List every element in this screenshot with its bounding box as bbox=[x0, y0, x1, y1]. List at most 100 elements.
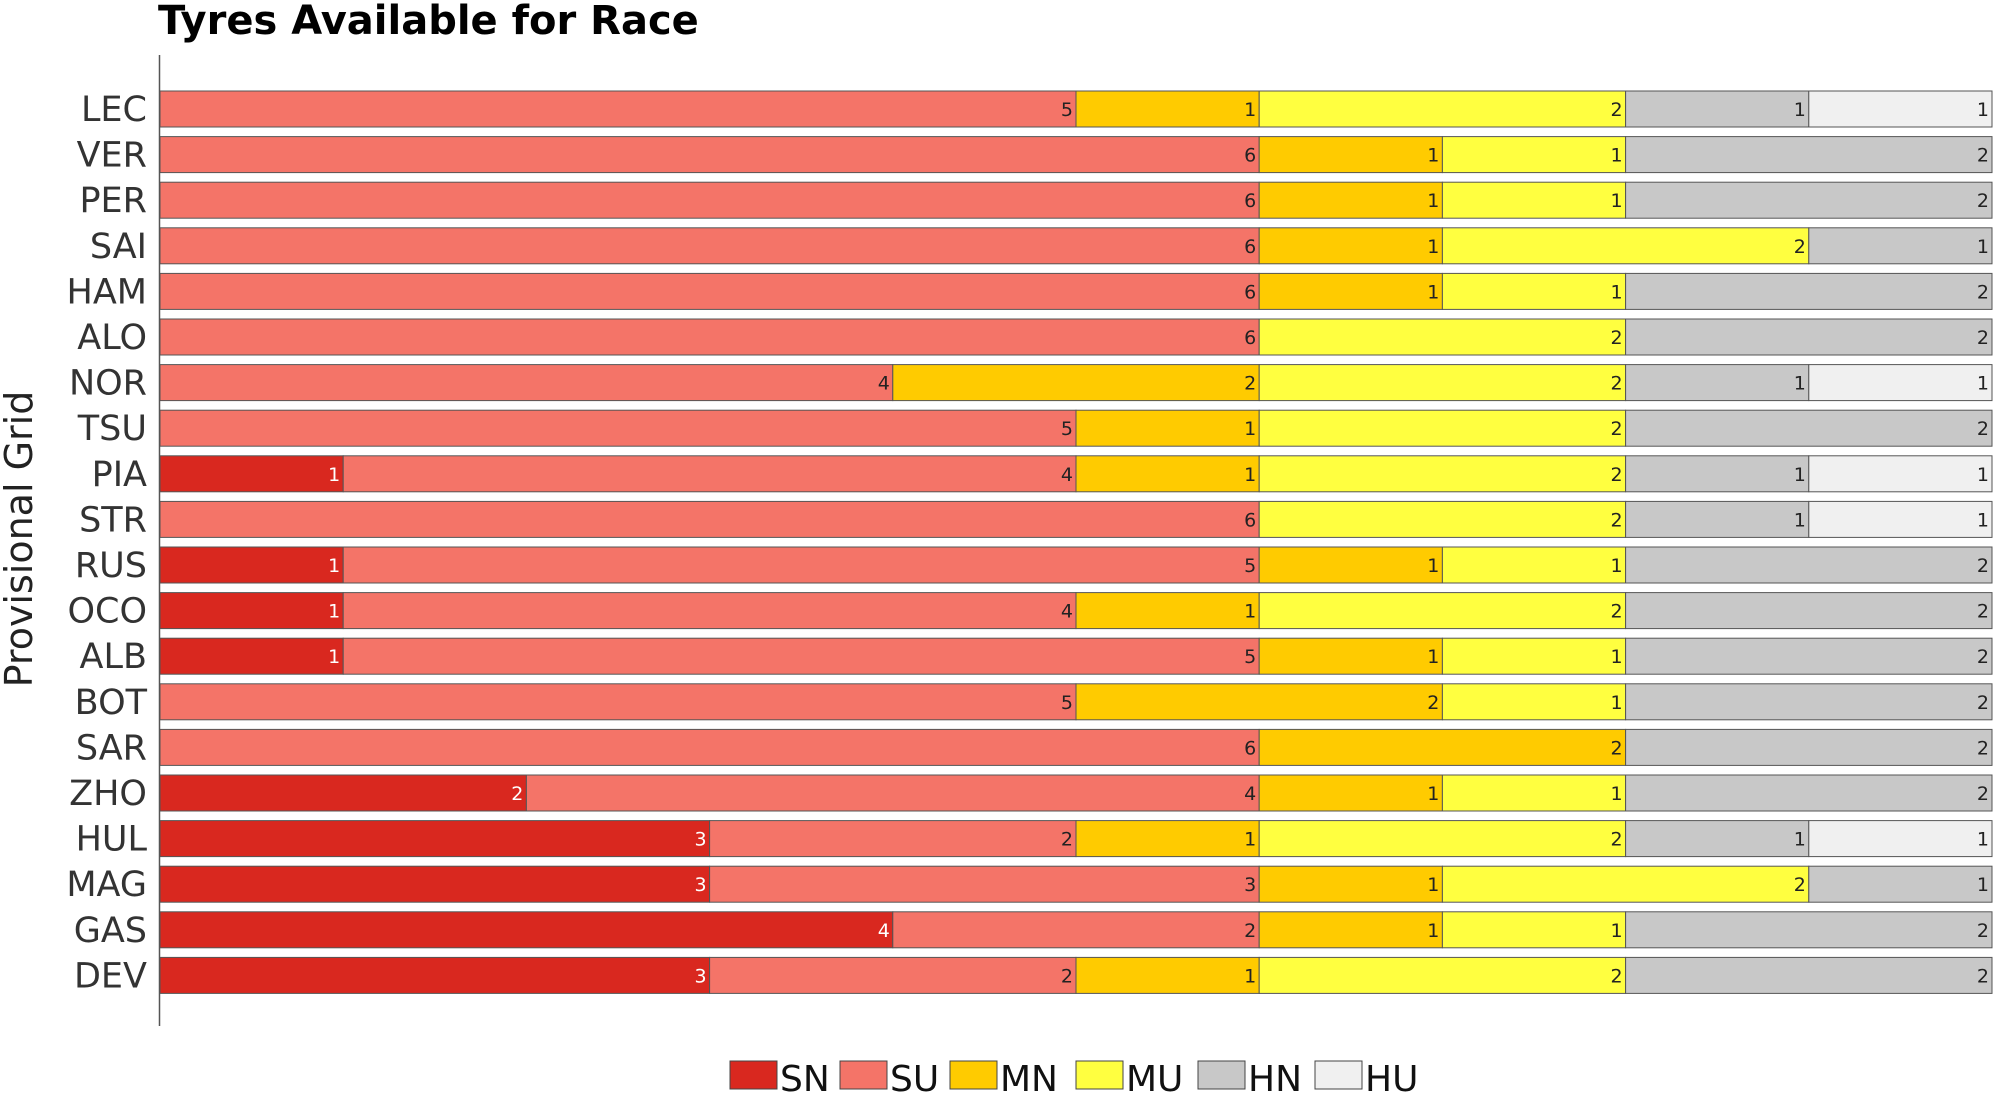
legend-label-hu: HU bbox=[1365, 1059, 1418, 1093]
bar-segment-mn bbox=[1258, 911, 1443, 949]
bar-segment-su bbox=[342, 592, 1077, 630]
legend-swatch-mn bbox=[949, 1060, 998, 1090]
bar-value-label: 1 bbox=[1611, 145, 1623, 167]
bar-segment-mu bbox=[1441, 774, 1627, 812]
y-axis-label: Provisional Grid bbox=[0, 391, 41, 688]
bar-value-label: 2 bbox=[1977, 783, 1989, 805]
bar-segment-sn bbox=[159, 911, 894, 949]
bar-value-label: 2 bbox=[1977, 965, 1989, 987]
bar-segment-su bbox=[159, 683, 1077, 721]
bar-value-label: 1 bbox=[1794, 829, 1806, 851]
bar-segment-su bbox=[342, 637, 1260, 675]
bar-segment-mn bbox=[1258, 728, 1627, 766]
bar-segment-sn bbox=[159, 865, 711, 903]
legend: SN SU MN MU HN HU bbox=[729, 1059, 1418, 1093]
bar-segment-hn bbox=[1625, 774, 1993, 812]
bar-value-label: 4 bbox=[1244, 783, 1256, 805]
bar-value-label: 2 bbox=[1977, 920, 1989, 942]
bar-value-label: 1 bbox=[1611, 920, 1623, 942]
bar-value-label: 2 bbox=[1794, 236, 1806, 258]
bar-value-label: 2 bbox=[1611, 737, 1623, 759]
bar-segment-sn bbox=[159, 820, 711, 858]
bar-value-label: 2 bbox=[1977, 737, 1989, 759]
bar-value-label: 1 bbox=[1427, 783, 1439, 805]
bar-value-label: 2 bbox=[1611, 99, 1623, 121]
y-tick-label: VER bbox=[77, 136, 147, 176]
bar-value-label: 5 bbox=[1061, 418, 1073, 440]
y-tick-label: SAI bbox=[90, 227, 147, 267]
bar-value-label: 2 bbox=[1611, 418, 1623, 440]
bar-segment-mn bbox=[1258, 546, 1443, 584]
bar-segment-mn bbox=[1075, 90, 1260, 128]
bar-segment-sn bbox=[159, 455, 344, 493]
bar-value-label: 1 bbox=[328, 555, 340, 577]
bar-segment-hn bbox=[1625, 90, 1810, 128]
y-tick-label: BOT bbox=[75, 683, 148, 723]
bar-value-label: 2 bbox=[1611, 509, 1623, 531]
bar-segment-mu bbox=[1258, 90, 1627, 128]
y-tick-label: PIA bbox=[92, 455, 147, 495]
y-tick-label: HAM bbox=[67, 272, 147, 312]
bar-segment-hu bbox=[1808, 455, 1993, 493]
bar-segment-mn bbox=[1075, 820, 1260, 858]
bar-segment-sn bbox=[159, 592, 344, 630]
y-tick-label: RUS bbox=[75, 546, 147, 586]
bar-value-label: 3 bbox=[695, 965, 707, 987]
bar-value-label: 2 bbox=[1977, 418, 1989, 440]
bar-value-label: 2 bbox=[1061, 829, 1073, 851]
bar-segment-hn bbox=[1808, 227, 1993, 265]
bar-value-label: 5 bbox=[1061, 99, 1073, 121]
bar-segment-mu bbox=[1441, 227, 1810, 265]
bar-segment-mu bbox=[1258, 455, 1627, 493]
bar-segment-sn bbox=[159, 956, 711, 994]
bar-value-label: 1 bbox=[1977, 509, 1989, 531]
bar-segment-hn bbox=[1625, 637, 1993, 675]
bar-segment-mu bbox=[1441, 136, 1627, 174]
bar-value-label: 1 bbox=[328, 601, 340, 623]
bar-value-label: 1 bbox=[1794, 99, 1806, 121]
bar-value-label: 6 bbox=[1244, 145, 1256, 167]
bar-segment-hn bbox=[1625, 592, 1993, 630]
bar-segment-mn bbox=[1075, 956, 1260, 994]
bar-value-label: 1 bbox=[1244, 99, 1256, 121]
bar-value-label: 2 bbox=[1611, 373, 1623, 395]
bar-value-label: 1 bbox=[1244, 829, 1256, 851]
bar-segment-mn bbox=[1258, 181, 1443, 219]
bar-segment-mn bbox=[1075, 683, 1443, 721]
y-tick-label: NOR bbox=[69, 364, 147, 404]
bar-value-label: 2 bbox=[1244, 373, 1256, 395]
bar-segment-hu bbox=[1808, 500, 1993, 538]
bar-value-label: 6 bbox=[1244, 509, 1256, 531]
bar-segment-mu bbox=[1441, 181, 1627, 219]
bar-segment-hu bbox=[1808, 364, 1993, 402]
bar-segment-su bbox=[159, 90, 1077, 128]
bar-value-label: 1 bbox=[1611, 646, 1623, 668]
bar-segment-mu bbox=[1258, 956, 1627, 994]
bar-value-label: 2 bbox=[1611, 829, 1623, 851]
bar-segment-hn bbox=[1625, 318, 1993, 356]
bar-value-label: 1 bbox=[1427, 874, 1439, 896]
bar-segment-su bbox=[159, 272, 1260, 310]
bar-segment-su bbox=[525, 774, 1260, 812]
bar-value-label: 1 bbox=[1427, 236, 1439, 258]
bar-segment-hn bbox=[1625, 500, 1810, 538]
bar-segment-mn bbox=[1075, 409, 1260, 447]
bar-segment-hn bbox=[1625, 364, 1810, 402]
bar-segment-su bbox=[159, 227, 1260, 265]
y-tick-label: STR bbox=[79, 500, 147, 540]
bar-value-label: 2 bbox=[1611, 464, 1623, 486]
legend-label-su: SU bbox=[890, 1059, 939, 1093]
bar-value-label: 2 bbox=[1977, 692, 1989, 714]
bar-value-label: 6 bbox=[1244, 236, 1256, 258]
bar-segment-hn bbox=[1625, 409, 1993, 447]
bar-value-label: 1 bbox=[1611, 281, 1623, 303]
bar-value-label: 2 bbox=[1977, 327, 1989, 349]
bar-segment-mu bbox=[1441, 272, 1627, 310]
bar-value-label: 2 bbox=[1794, 874, 1806, 896]
bar-segment-hn bbox=[1625, 455, 1810, 493]
bar-value-label: 1 bbox=[1611, 555, 1623, 577]
bar-segment-hn bbox=[1625, 181, 1993, 219]
y-tick-label: LEC bbox=[81, 90, 147, 130]
bar-value-label: 2 bbox=[1977, 646, 1989, 668]
